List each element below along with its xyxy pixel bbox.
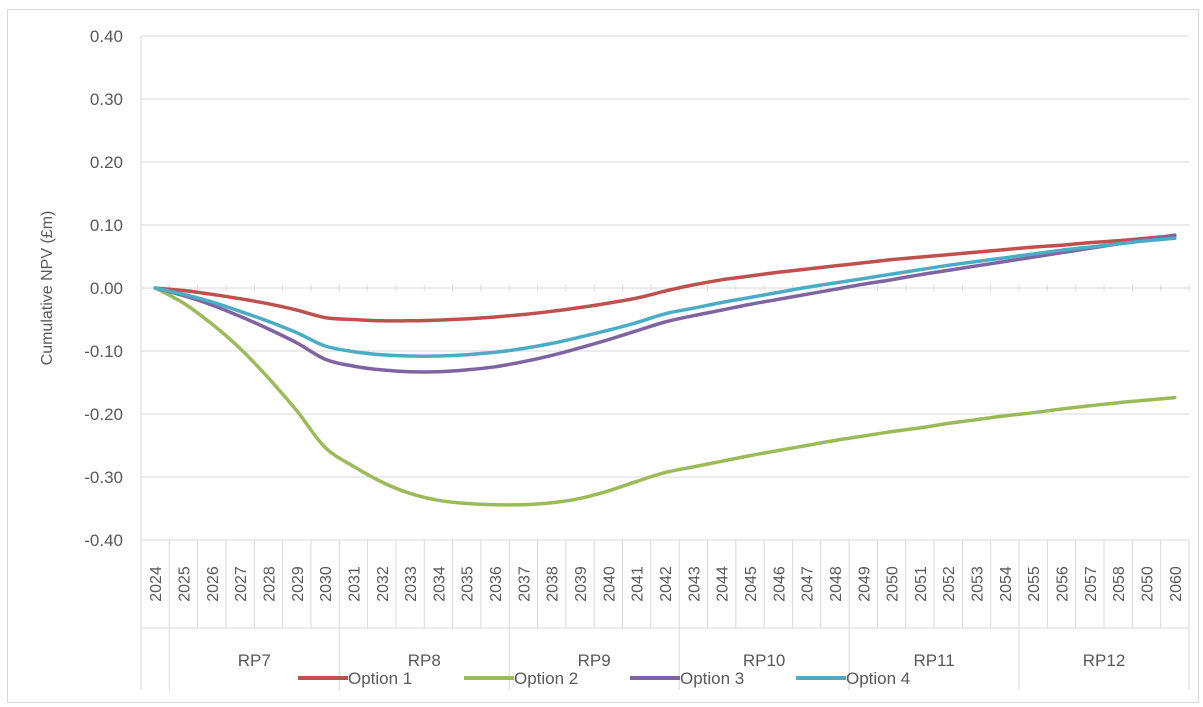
- x-group-label: RP12: [1083, 651, 1126, 670]
- legend-label: Option 1: [348, 669, 412, 688]
- x-tick-label: 2041: [630, 566, 647, 602]
- x-tick-label: 2056: [1055, 566, 1072, 602]
- legend-label: Option 4: [846, 669, 910, 688]
- x-tick-label: 2058: [1111, 566, 1128, 602]
- x-tick-label: 2045: [743, 566, 760, 602]
- y-tick-label: 0.40: [90, 27, 123, 46]
- x-tick-labels: 2024 2025 2026 2027 2028 2029 2030 2031 2032 2033…: [148, 566, 1185, 602]
- x-tick-label: 2040: [601, 566, 618, 602]
- legend-label: Option 3: [680, 669, 744, 688]
- x-tick-label: 2043: [686, 566, 703, 602]
- legend-label: Option 2: [514, 669, 578, 688]
- x-tick-label: 2047: [800, 566, 817, 602]
- series-line-option-4: [153, 236, 1177, 358]
- y-tick-label: -0.10: [84, 342, 123, 361]
- x-tick-label: 2025: [176, 566, 193, 602]
- x-tick-label: 2054: [998, 566, 1015, 602]
- x-tick-label: 2051: [913, 566, 930, 602]
- x-group-label: RP7: [238, 651, 271, 670]
- x-tick-label: 2039: [573, 566, 590, 602]
- x-tick-label: 2060: [1168, 566, 1185, 602]
- x-tick-label: 2029: [290, 566, 307, 602]
- series-line-option-2: [153, 286, 1177, 507]
- x-group-label: RP8: [408, 651, 441, 670]
- x-tick-label: 2026: [205, 566, 222, 602]
- x-tick-label: 2033: [403, 566, 420, 602]
- legend: Option 1 Option 2 Option 3 Option 4: [298, 669, 910, 688]
- x-tick-label: 2057: [1083, 566, 1100, 602]
- x-tick-label: 2053: [970, 566, 987, 602]
- x-tick-label: 2034: [431, 566, 448, 602]
- series-line-option-3: [153, 233, 1177, 374]
- y-tick-label: 0.30: [90, 90, 123, 109]
- chart-frame: [7, 9, 1199, 703]
- series-line-option-1: [153, 233, 1177, 323]
- x-tick-label: 2046: [771, 566, 788, 602]
- y-tick-label: -0.30: [84, 468, 123, 487]
- y-axis-label: Cumulative NPV (£m): [39, 211, 56, 366]
- x-tick-label: 2024: [148, 566, 165, 602]
- x-tick-label: 2036: [488, 566, 505, 602]
- y-tick-label: 0.10: [90, 216, 123, 235]
- x-group-label: RP9: [578, 651, 611, 670]
- x-axis: [140, 36, 1190, 690]
- x-tick-label: 2049: [856, 566, 873, 602]
- x-tick-label: 2042: [658, 566, 675, 602]
- y-tick-labels: 0.40 0.30 0.20 0.10 0.00 -0.10 -0.20 -0.30 -0.40: [84, 27, 123, 550]
- x-tick-label: 2030: [318, 566, 335, 602]
- x-tick-label: 2044: [715, 566, 732, 602]
- x-tick-label: 2050: [885, 566, 902, 602]
- y-axis: Cumulative NPV (£m): [39, 211, 56, 366]
- x-tick-label: 2052: [941, 566, 958, 602]
- x-group-label: RP10: [743, 651, 786, 670]
- x-tick-label: 2032: [375, 566, 392, 602]
- x-tick-label: 2035: [460, 566, 477, 602]
- series-lines: [153, 233, 1177, 507]
- x-tick-label: 2027: [233, 566, 250, 602]
- gridlines: [141, 35, 1189, 541]
- x-tick-label: 2048: [828, 566, 845, 602]
- y-tick-label: 0.00: [90, 279, 123, 298]
- x-group-labels: RP7 RP8 RP9 RP10 RP11 RP12: [168, 628, 1190, 690]
- y-tick-label: 0.20: [90, 153, 123, 172]
- y-tick-label: -0.20: [84, 405, 123, 424]
- x-tick-label: 2055: [1026, 566, 1043, 602]
- x-tick-label: 2031: [346, 566, 363, 602]
- x-tick-label: 2050: [1140, 566, 1157, 602]
- x-tick-label: 2037: [516, 566, 533, 602]
- y-tick-label: -0.40: [84, 531, 123, 550]
- x-group-label: RP11: [913, 651, 954, 670]
- x-tick-label: 2028: [261, 566, 278, 602]
- x-tick-label: 2038: [545, 566, 562, 602]
